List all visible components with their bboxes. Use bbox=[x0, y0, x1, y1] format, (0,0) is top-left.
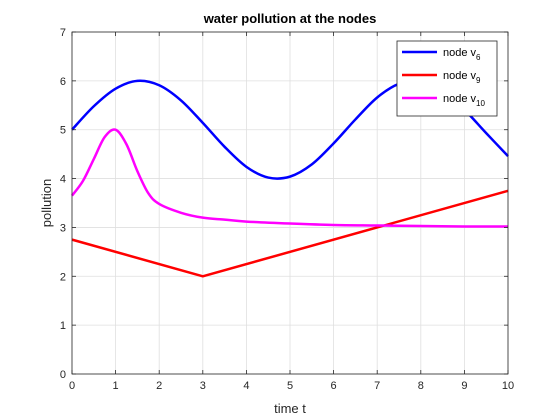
x-tick-label: 2 bbox=[156, 380, 162, 392]
x-tick-label: 7 bbox=[374, 380, 380, 392]
x-tick-label: 3 bbox=[200, 380, 206, 392]
legend-box bbox=[396, 40, 498, 117]
series-line-v10 bbox=[70, 128, 509, 228]
y-tick-label: 4 bbox=[60, 174, 66, 186]
ticks: 0 1 2 3 4 5 6 7 8 9 10 0 1 2 3 4 5 6 7 bbox=[60, 27, 514, 392]
y-tick-label: 6 bbox=[60, 76, 66, 88]
legend-label-v9: node v9 bbox=[443, 70, 481, 85]
y-tick-label: 3 bbox=[60, 222, 66, 234]
y-tick-label: 1 bbox=[60, 320, 66, 332]
x-tick-label: 6 bbox=[331, 380, 337, 392]
x-tick-label: 0 bbox=[69, 380, 75, 392]
x-tick-label: 10 bbox=[502, 380, 514, 392]
x-tick-label: 1 bbox=[113, 380, 119, 392]
chart-title: water pollution at the nodes bbox=[203, 11, 377, 26]
x-axis-label: time t bbox=[274, 401, 306, 416]
y-axis-label: pollution bbox=[39, 179, 54, 227]
x-tick-label: 8 bbox=[418, 380, 424, 392]
y-tick-label: 0 bbox=[60, 369, 66, 381]
y-tick-label: 7 bbox=[60, 27, 66, 39]
legend-label-v10: node v10 bbox=[443, 93, 485, 108]
legend-label-v6: node v6 bbox=[443, 47, 481, 62]
y-tick-label: 2 bbox=[60, 271, 66, 283]
legend: node v6 node v9 node v10 bbox=[396, 40, 498, 117]
x-tick-label: 4 bbox=[243, 380, 249, 392]
x-tick-label: 5 bbox=[287, 380, 293, 392]
x-tick-label: 9 bbox=[461, 380, 467, 392]
y-tick-label: 5 bbox=[60, 125, 66, 137]
series-line-v9 bbox=[71, 189, 509, 278]
